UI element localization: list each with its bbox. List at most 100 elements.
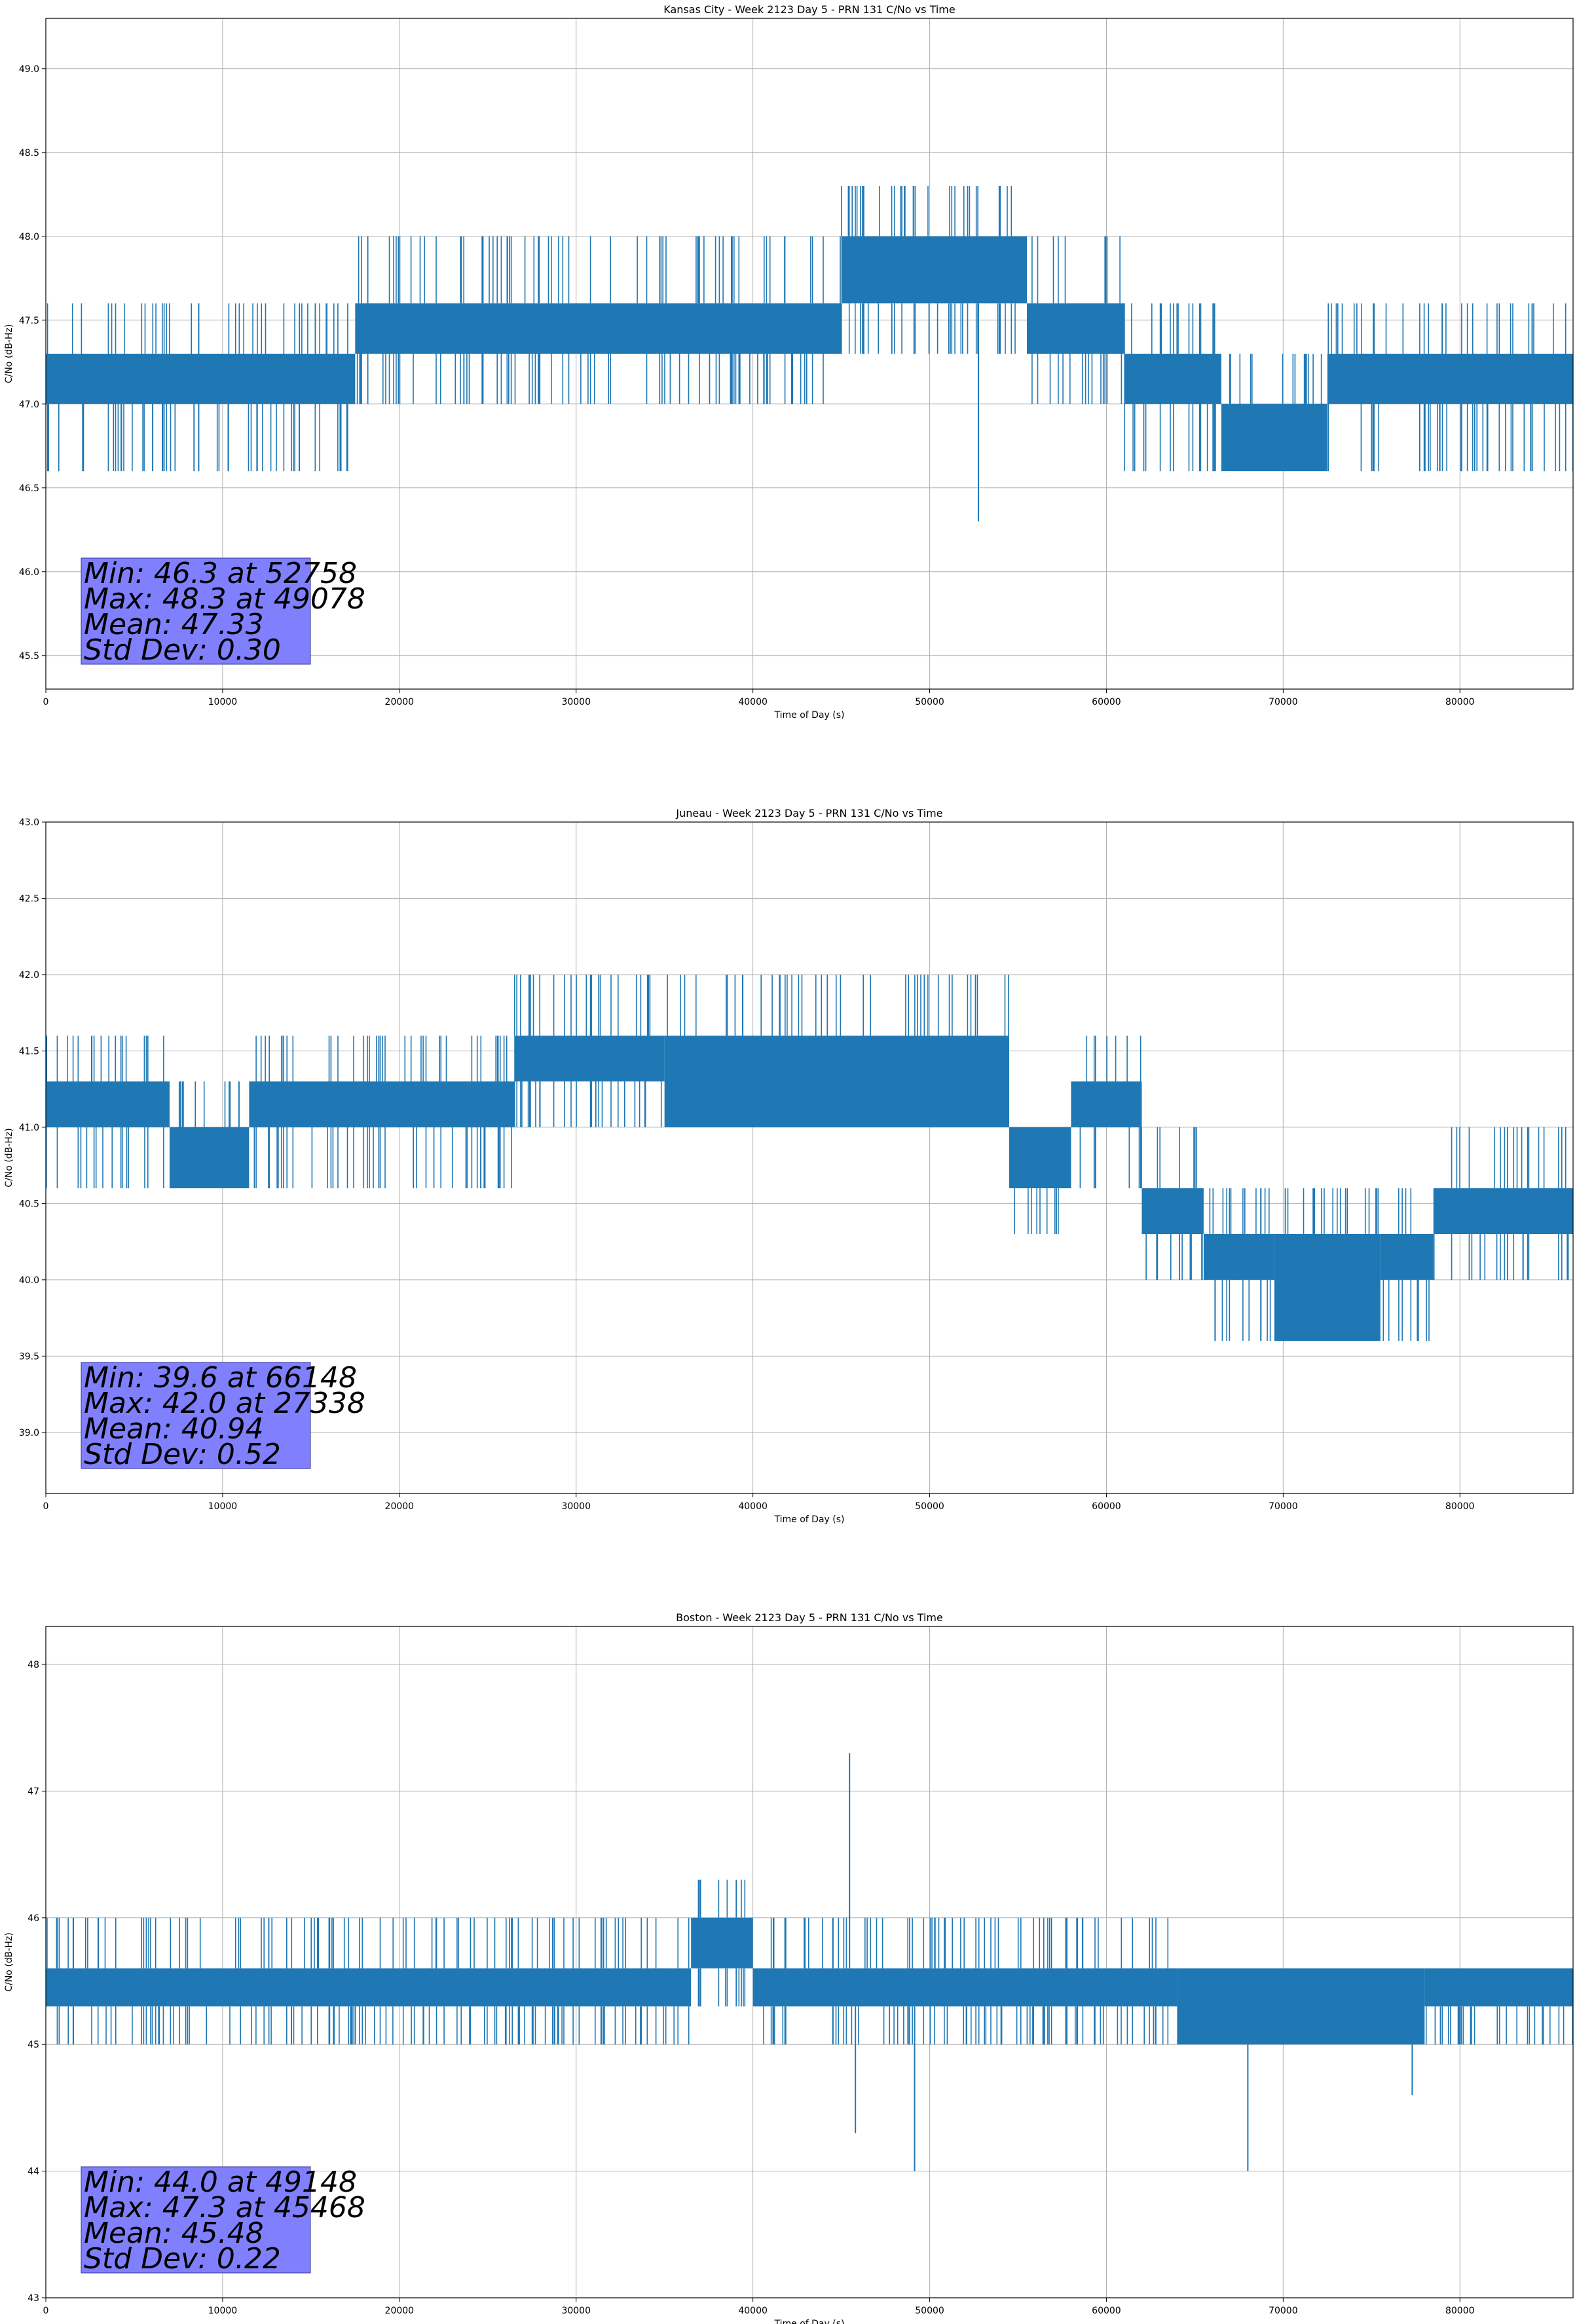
x-tick-label: 70000: [1269, 1501, 1298, 1512]
data-series-0: [46, 974, 1573, 1341]
y-axis-label: C/No (dB-Hz): [4, 1932, 14, 1991]
chart-title: Boston - Week 2123 Day 5 - PRN 131 C/No …: [676, 1611, 943, 1624]
y-tick-label: 39.5: [19, 1351, 39, 1362]
data-series-0: [46, 1753, 1573, 2171]
y-tick-label: 42.5: [19, 893, 39, 904]
y-tick-label: 45: [28, 2040, 39, 2050]
stats-mean: Mean: 45.48: [84, 2217, 264, 2250]
data-band: [514, 1036, 665, 1082]
stats-min: Min: 46.3 at 52758: [84, 557, 357, 590]
y-tick-label: 49.0: [19, 64, 39, 75]
x-tick-label: 40000: [738, 697, 768, 707]
y-tick-label: 47.5: [19, 316, 39, 326]
x-tick-label: 80000: [1445, 697, 1475, 707]
data-spikes: [1031, 236, 1122, 404]
data-spikes: [46, 303, 348, 472]
data-spikes: [513, 975, 662, 1127]
y-tick-label: 41.0: [19, 1123, 39, 1133]
stats-max: Max: 42.0 at 27338: [84, 1387, 365, 1420]
data-spikes: [1425, 2006, 1573, 2045]
plot-frame: [45, 18, 1574, 690]
data-spikes: [1014, 1188, 1059, 1234]
data-spikes: [1433, 1127, 1569, 1280]
y-tick-label: 48.5: [19, 148, 39, 159]
y-tick-label: 40.0: [19, 1275, 39, 1286]
data-band: [1433, 1188, 1573, 1234]
x-tick-label: 0: [43, 1501, 49, 1512]
stats-max: Max: 48.3 at 49078: [84, 582, 365, 616]
data-spikes: [46, 1036, 164, 1189]
y-tick-label: 45.5: [19, 651, 39, 662]
data-band: [249, 1081, 515, 1127]
stats-min: Min: 39.6 at 66148: [84, 1361, 357, 1395]
x-tick-label: 60000: [1092, 697, 1121, 707]
data-band: [1009, 1127, 1071, 1189]
data-band: [46, 1968, 692, 2007]
data-spikes: [46, 1917, 690, 2045]
x-tick-label: 70000: [1269, 2306, 1298, 2316]
x-axis-label: Time of Day (s): [774, 1514, 845, 1525]
y-axis-label: C/No (dB-Hz): [4, 1128, 14, 1187]
data-spikes: [356, 236, 841, 404]
x-tick-label: 10000: [208, 697, 238, 707]
x-tick-label: 30000: [561, 1501, 591, 1512]
x-tick-label: 20000: [385, 697, 415, 707]
data-spikes: [697, 1879, 746, 2007]
stats-box: [81, 2166, 311, 2274]
data-band: [169, 1127, 250, 1189]
data-band: [1424, 1968, 1573, 2007]
x-tick-label: 80000: [1445, 1501, 1475, 1512]
y-tick-label: 42.0: [19, 970, 39, 981]
y-axis-label: C/No (dB-Hz): [4, 324, 14, 383]
x-tick-label: 60000: [1092, 1501, 1121, 1512]
x-tick-label: 10000: [208, 1501, 238, 1512]
data-band: [1274, 1233, 1381, 1341]
x-tick-label: 40000: [738, 2306, 768, 2316]
stats-mean: Mean: 40.94: [84, 1412, 264, 1446]
data-band: [1327, 354, 1573, 404]
data-spikes: [1209, 1188, 1271, 1341]
y-tick-label: 46.0: [19, 567, 39, 578]
y-tick-label: 41.5: [19, 1046, 39, 1057]
x-axis-label: Time of Day (s): [774, 2319, 845, 2324]
chart-panel-1: 0 10000 20000 30000 40000 50000 60000 70000 8000…: [4, 807, 1574, 1525]
x-tick-label: 60000: [1092, 2306, 1121, 2316]
data-band: [46, 354, 356, 404]
data-band: [691, 1917, 753, 1969]
data-band: [1141, 1188, 1204, 1234]
plot-frame: [45, 821, 1574, 1494]
data-spikes: [1145, 1127, 1203, 1280]
y-tick-label: 44: [28, 2167, 39, 2177]
data-band: [1071, 1081, 1142, 1127]
data-spikes: [1124, 303, 1216, 472]
x-tick-label: 50000: [915, 1501, 944, 1512]
data-band: [664, 1036, 1009, 1127]
stats-std: Std Dev: 0.52: [84, 1438, 281, 1471]
x-tick-label: 70000: [1269, 697, 1298, 707]
data-band: [1203, 1233, 1274, 1280]
data-spikes: [253, 1036, 512, 1189]
stats-std: Std Dev: 0.30: [84, 633, 281, 667]
y-tick-label: 40.5: [19, 1199, 39, 1209]
x-tick-label: 0: [43, 2306, 49, 2316]
data-spikes: [667, 975, 1009, 1036]
x-tick-label: 10000: [208, 2306, 238, 2316]
x-tick-label: 30000: [561, 697, 591, 707]
data-band: [841, 236, 1027, 304]
data-band: [1380, 1233, 1434, 1280]
x-tick-label: 50000: [915, 2306, 944, 2316]
stats-box: [81, 1362, 311, 1469]
y-tick-label: 47.0: [19, 400, 39, 410]
stats-box: [81, 557, 311, 665]
plot-frame: [45, 1626, 1574, 2298]
data-spikes: [1229, 354, 1322, 404]
y-tick-label: 39.0: [19, 1428, 39, 1438]
x-tick-label: 50000: [915, 697, 944, 707]
x-tick-label: 20000: [385, 2306, 415, 2316]
data-band: [46, 1081, 170, 1127]
stats-mean: Mean: 47.33: [84, 608, 264, 641]
x-tick-label: 0: [43, 697, 49, 707]
data-spikes: [178, 1081, 240, 1127]
x-tick-label: 30000: [561, 2306, 591, 2316]
